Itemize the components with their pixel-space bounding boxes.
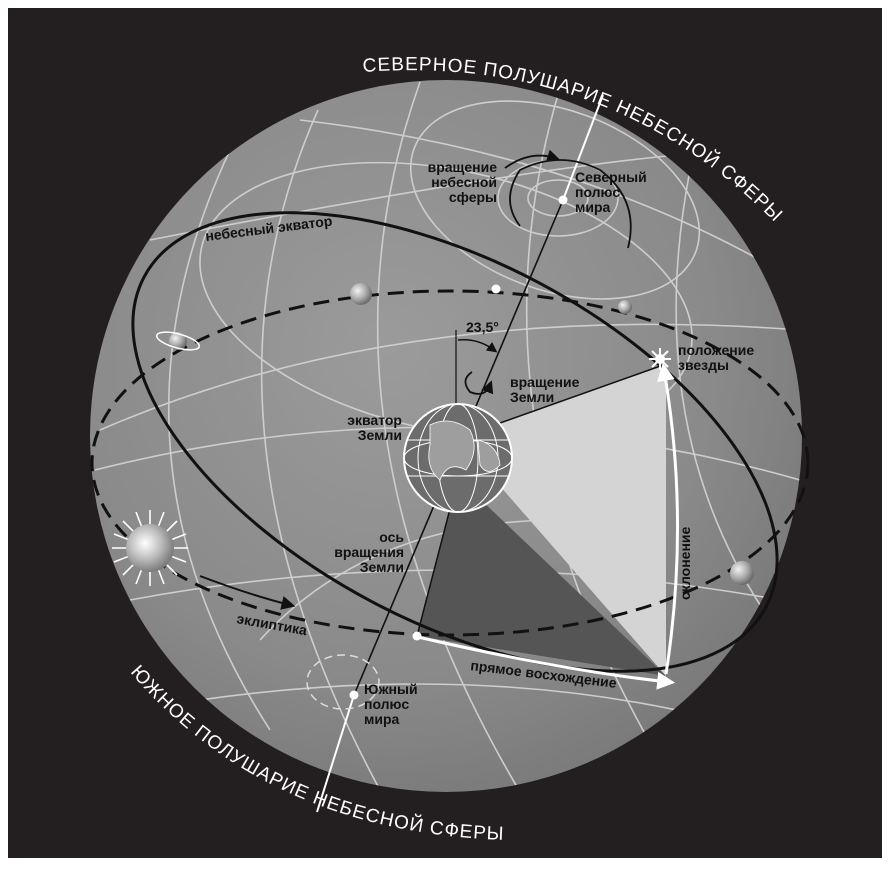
label-line: вращение: [510, 374, 580, 390]
declination-arc: [656, 362, 679, 675]
earth-rotation-arrow: [464, 371, 494, 395]
south-pole-circle: [306, 654, 380, 710]
south-pole-label: Южный полюс мира: [364, 681, 418, 727]
label-line: Земли: [510, 389, 554, 405]
right-ascension-arc: [417, 635, 676, 690]
celestial-equator-ring: [131, 211, 779, 673]
celestial-rotation-arrow-head: [504, 149, 560, 169]
label-line: полюс: [575, 184, 620, 200]
earth-axis-label: ось вращения Земли: [334, 529, 404, 575]
tilt-angle-arc: [457, 338, 498, 353]
label-line: положение: [678, 342, 754, 358]
label-line: сферы: [449, 189, 497, 205]
ecliptic-ring: [90, 289, 810, 637]
planet-upper-left: [350, 283, 372, 305]
earth-equator-label: экватор Земли: [347, 412, 402, 443]
planet-upper-right: [618, 300, 632, 314]
label-line: Южный: [364, 681, 418, 697]
north-pole-label: Северный полюс мира: [575, 169, 647, 215]
declination-label: склонение: [677, 526, 693, 600]
star-position-label: положение звезды: [678, 342, 754, 373]
ecliptic-direction-arrow: [199, 575, 296, 610]
earth-globe: [403, 403, 513, 513]
saturn-planet: [155, 331, 201, 351]
south-celestial-pole-point: [349, 690, 359, 700]
label-line: вращение: [428, 159, 498, 175]
label-line: мира: [575, 199, 611, 215]
label-line: небесной: [431, 174, 497, 190]
label-line: звезды: [678, 357, 729, 373]
label-line: мира: [364, 711, 400, 727]
tilt-angle-label: 23,5°: [466, 319, 499, 335]
sun: [112, 510, 188, 586]
celestial-rotation-arrow: [509, 159, 632, 249]
label-line: вращения: [334, 544, 404, 560]
north-celestial-pole-point: [558, 195, 568, 205]
label-line: Земли: [360, 559, 404, 575]
planet-right: [730, 561, 754, 585]
label-line: ось: [379, 529, 404, 545]
earth-axis-north: [562, 94, 604, 201]
label-line: экватор: [347, 412, 402, 428]
label-line: Земли: [358, 427, 402, 443]
equinox-point-lower: [412, 631, 422, 641]
equinox-point-upper: [491, 284, 501, 294]
star-marker: [649, 348, 671, 370]
right-ascension-wedge: [417, 478, 666, 676]
label-line: Северный: [575, 169, 647, 185]
label-line: полюс: [364, 696, 409, 712]
earth-rotation-label: вращение Земли: [510, 374, 580, 405]
celestial-rotation-label: вращение небесной сферы: [428, 159, 498, 205]
earth-axis-south: [316, 694, 355, 813]
